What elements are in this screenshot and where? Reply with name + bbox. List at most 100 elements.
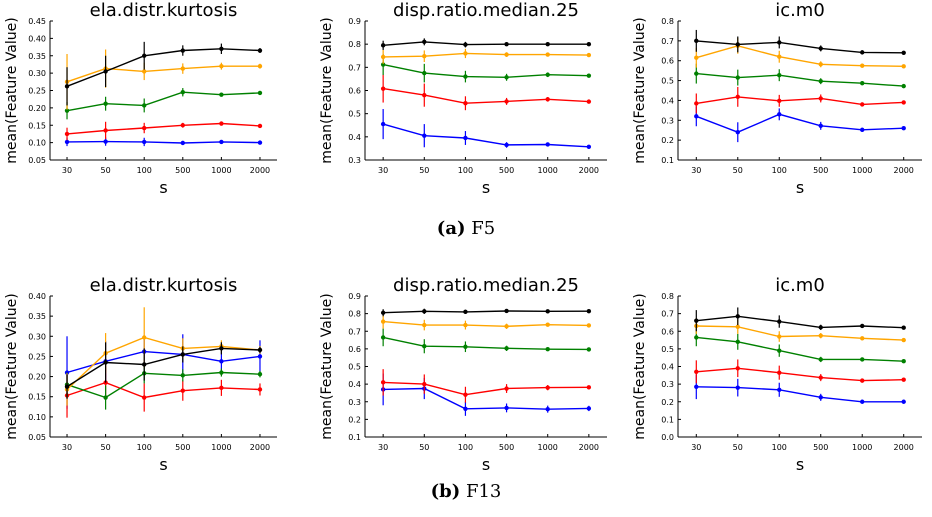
data-point	[777, 387, 782, 392]
y-tick-label: 0.1	[348, 433, 361, 442]
y-tick-label: 0.3	[661, 380, 674, 389]
y-tick-label: 0.05	[28, 156, 46, 165]
y-tick-label: 0.4	[661, 96, 674, 105]
data-point	[586, 385, 592, 390]
y-tick-label: 0.5	[348, 363, 361, 372]
data-point	[257, 123, 263, 129]
y-tick-label: 0.15	[28, 121, 46, 130]
data-point	[694, 335, 699, 340]
data-point	[545, 347, 550, 352]
data-point	[463, 135, 468, 141]
series-line	[66, 65, 260, 83]
data-point	[586, 41, 592, 47]
data-point	[257, 48, 263, 53]
data-point	[463, 344, 468, 349]
data-point	[901, 359, 906, 364]
y-tick-label: 0.40	[28, 34, 46, 43]
y-tick-label: 0.35	[28, 52, 46, 61]
series-line	[696, 113, 904, 133]
series-line	[696, 45, 904, 67]
series-line	[696, 315, 904, 329]
data-point	[586, 144, 592, 149]
data-point	[860, 336, 865, 341]
data-series	[380, 38, 592, 50]
y-tick-label: 0.30	[28, 69, 46, 78]
x-tick-label: 30	[62, 166, 72, 175]
data-point	[463, 74, 468, 79]
chart-title: disp.ratio.median.25	[393, 0, 579, 21]
data-point	[142, 69, 147, 74]
y-tick-label: 0.8	[661, 292, 674, 301]
series-line	[66, 347, 261, 388]
data-point	[860, 50, 865, 55]
data-point	[735, 314, 740, 319]
chart-panel: 0.05 0.10 0.15 0.20 0.25 0.30 0.35 0.40 30 50 100 5…	[4, 275, 277, 474]
y-tick-label: 0.6	[661, 57, 674, 66]
y-tick-label: 0.5	[661, 345, 674, 354]
x-axis-label: s	[796, 178, 804, 197]
y-tick-label: 0.6	[348, 87, 361, 96]
x-tick-label: 30	[691, 443, 701, 452]
data-point	[219, 370, 224, 375]
y-tick-label: 0.6	[661, 327, 674, 336]
data-point	[694, 318, 699, 323]
data-point	[219, 46, 224, 51]
chart-title: ela.distr.kurtosis	[90, 0, 238, 21]
series-line	[696, 386, 904, 403]
data-series	[64, 88, 263, 120]
data-point	[586, 323, 592, 328]
y-tick-label: 0.7	[348, 63, 361, 72]
data-point	[818, 78, 823, 84]
series-line	[66, 91, 261, 112]
data-point	[142, 335, 147, 340]
y-tick-label: 0.1	[661, 156, 674, 165]
series-line	[696, 336, 904, 362]
data-point	[504, 99, 509, 104]
data-point	[545, 52, 550, 57]
y-tick-label: 0.2	[661, 398, 674, 407]
series-line	[66, 371, 261, 399]
data-point	[219, 63, 224, 69]
data-point	[257, 354, 263, 359]
data-series	[380, 314, 592, 331]
y-tick-label: 0.05	[28, 433, 46, 442]
data-point	[735, 94, 740, 100]
data-series	[380, 109, 592, 149]
data-point	[586, 406, 592, 411]
data-point	[504, 346, 509, 351]
x-axis-label: s	[159, 455, 167, 474]
data-point	[422, 309, 427, 314]
x-tick-label: 50	[419, 166, 429, 175]
data-point	[694, 384, 699, 389]
data-point	[901, 83, 906, 89]
series-line	[383, 381, 589, 396]
caption-b-text: F13	[465, 481, 502, 502]
x-axis-label: s	[796, 455, 804, 474]
data-point	[545, 322, 550, 327]
series-line	[383, 320, 589, 328]
data-point	[463, 322, 468, 328]
data-point	[504, 405, 509, 411]
y-tick-label: 0.10	[28, 413, 46, 422]
data-point	[694, 369, 699, 374]
data-series	[380, 373, 592, 416]
y-tick-label: 0.7	[661, 37, 674, 46]
chart-title: ic.m0	[775, 0, 825, 21]
y-tick-label: 0.0	[661, 433, 674, 442]
y-tick-label: 0.5	[348, 110, 361, 119]
data-point	[901, 399, 906, 404]
data-point	[777, 370, 782, 375]
y-tick-label: 0.7	[661, 310, 674, 319]
data-series	[694, 63, 906, 89]
x-tick-label: 500	[175, 166, 190, 175]
data-point	[777, 40, 782, 45]
data-point	[180, 373, 185, 378]
data-series	[64, 137, 263, 147]
data-series	[64, 363, 263, 410]
data-series	[380, 369, 592, 403]
y-tick-label: 0.25	[28, 87, 46, 96]
data-point	[180, 123, 185, 128]
data-point	[219, 92, 224, 97]
y-tick-label: 0.3	[661, 116, 674, 125]
data-point	[901, 100, 906, 105]
